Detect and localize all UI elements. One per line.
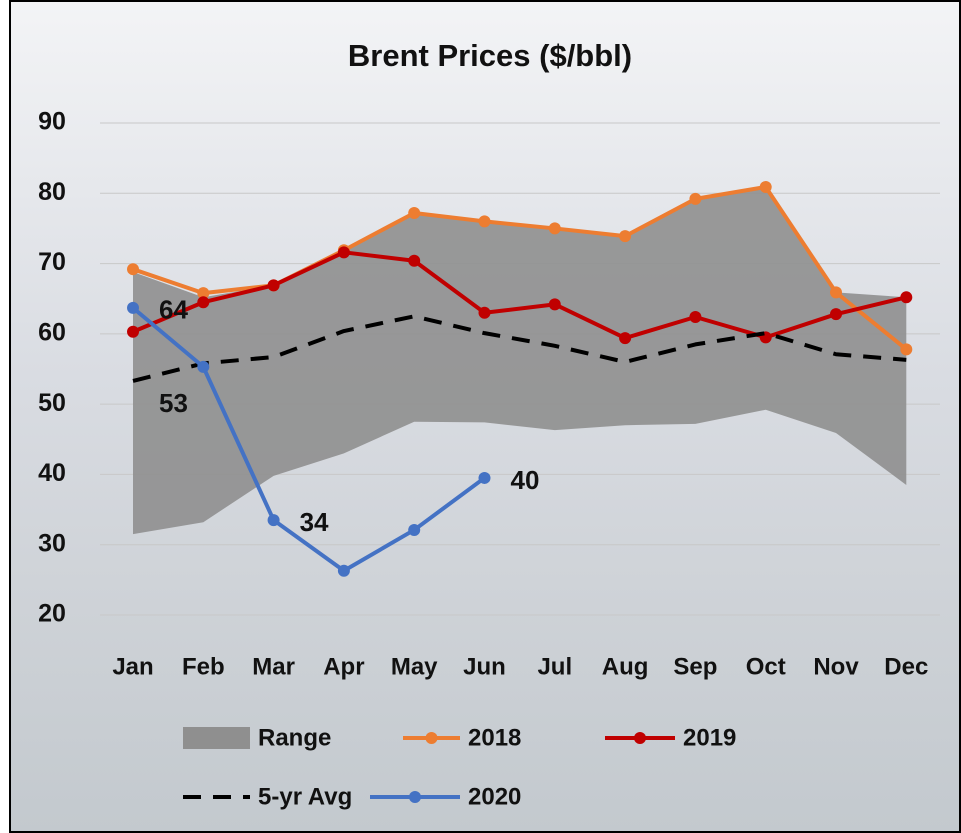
y-tick-label: 90 <box>38 108 66 136</box>
y-tick-label: 50 <box>38 389 66 417</box>
x-tick-label: Aug <box>602 653 649 680</box>
x-tick-label: Oct <box>746 653 786 680</box>
point-marker <box>619 332 631 344</box>
x-tick-label: Nov <box>813 653 859 680</box>
point-marker <box>549 298 561 310</box>
point-marker <box>689 311 701 323</box>
point-marker <box>549 222 561 234</box>
point-marker <box>479 307 491 319</box>
chart-title: Brent Prices ($/bbl) <box>348 38 632 73</box>
legend-label: 2018 <box>468 724 521 751</box>
legend-swatch <box>183 727 250 749</box>
point-marker <box>197 361 209 373</box>
y-tick-label: 60 <box>38 318 66 346</box>
point-marker <box>760 181 772 193</box>
data-label: 64 <box>159 295 188 325</box>
point-marker <box>408 207 420 219</box>
chart: Brent Prices ($/bbl) 20 30 40 50 60 70 80 90 Jan… <box>0 0 961 833</box>
x-tick-label: Jul <box>537 653 572 680</box>
point-marker <box>127 263 139 275</box>
y-tick-label: 80 <box>38 178 66 206</box>
point-marker <box>127 302 139 314</box>
point-marker <box>338 246 350 258</box>
point-marker <box>268 279 280 291</box>
legend-marker <box>634 732 646 744</box>
x-tick-label: Dec <box>884 653 928 680</box>
point-marker <box>127 326 139 338</box>
point-marker <box>830 308 842 320</box>
point-marker <box>900 343 912 355</box>
point-marker <box>689 193 701 205</box>
x-tick-label: Feb <box>182 653 225 680</box>
x-tick-label: Sep <box>673 653 717 680</box>
x-tick-label: Apr <box>323 653 364 680</box>
point-marker <box>479 472 491 484</box>
point-marker <box>900 291 912 303</box>
legend-label: 2020 <box>468 783 521 810</box>
y-tick-label: 40 <box>38 459 66 487</box>
point-marker <box>197 296 209 308</box>
point-marker <box>830 286 842 298</box>
data-label: 34 <box>300 507 329 537</box>
x-tick-label: Jun <box>463 653 506 680</box>
legend-label: 2019 <box>683 724 736 751</box>
x-tick-label: Jan <box>112 653 153 680</box>
y-tick-label: 20 <box>38 600 66 628</box>
y-tick-label: 30 <box>38 529 66 557</box>
legend-marker <box>409 791 421 803</box>
legend-label: Range <box>258 724 331 751</box>
legend-label: 5-yr Avg <box>258 783 352 810</box>
point-marker <box>408 255 420 267</box>
point-marker <box>479 215 491 227</box>
point-marker <box>408 524 420 536</box>
x-tick-label: Mar <box>252 653 295 680</box>
point-marker <box>268 514 280 526</box>
legend-marker <box>426 732 438 744</box>
data-label: 53 <box>159 388 188 418</box>
x-tick-label: May <box>391 653 438 680</box>
point-marker <box>338 565 350 577</box>
data-label: 40 <box>511 465 540 495</box>
y-tick-label: 70 <box>38 248 66 276</box>
point-marker <box>619 230 631 242</box>
page: Brent Prices ($/bbl) 20 30 40 50 60 70 80 90 Jan… <box>0 0 961 833</box>
